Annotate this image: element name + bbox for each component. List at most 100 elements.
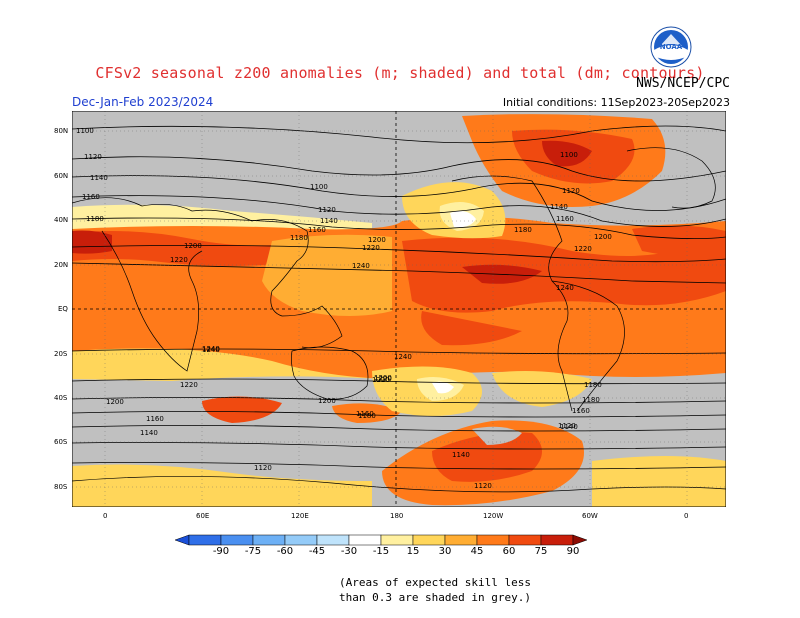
colorbar bbox=[175, 534, 588, 546]
contour-label: 1160 bbox=[572, 407, 590, 415]
contour-label: 1240 bbox=[202, 346, 220, 354]
contour-label: 1160 bbox=[556, 215, 574, 223]
lat-label: 40N bbox=[54, 216, 69, 224]
initial-conditions-label: Initial conditions: 11Sep2023-20Sep2023 bbox=[502, 96, 730, 109]
colorbar-segment bbox=[508, 534, 542, 546]
colorbar-arrow-low bbox=[175, 534, 190, 546]
contour-label: 1220 bbox=[362, 244, 380, 252]
contour-label: 1220 bbox=[372, 376, 390, 384]
anomaly-region bbox=[450, 211, 476, 228]
contour-label: 1180 bbox=[582, 396, 600, 404]
colorbar-tick-label: -60 bbox=[276, 546, 294, 557]
colorbar-tick-label: -90 bbox=[212, 546, 230, 557]
colorbar-segment bbox=[412, 534, 446, 546]
graticule bbox=[72, 111, 726, 507]
colorbar-segment bbox=[220, 534, 254, 546]
anomaly-region bbox=[332, 403, 402, 423]
contour-label: 1120 bbox=[318, 206, 336, 214]
contour-label: 1180 bbox=[358, 412, 376, 420]
colorbar-segment bbox=[476, 534, 510, 546]
contour-label: 1120 bbox=[84, 153, 102, 161]
contour-label: 1140 bbox=[452, 451, 470, 459]
lon-label: 60E bbox=[196, 512, 210, 520]
colorbar-tick-label: -15 bbox=[372, 546, 390, 557]
contour-label: 1120 bbox=[558, 422, 576, 430]
contour-label: 1120 bbox=[254, 464, 272, 472]
colorbar-segment bbox=[284, 534, 318, 546]
lon-label: 0 bbox=[684, 512, 689, 520]
lat-label: 20N bbox=[54, 261, 69, 269]
noaa-logo: NOAA bbox=[650, 26, 692, 68]
anomaly-region bbox=[432, 381, 454, 394]
contour-label: 1160 bbox=[308, 226, 326, 234]
contour-label: 1140 bbox=[140, 429, 158, 437]
footnote-line-2: than 0.3 are shaded in grey.) bbox=[338, 591, 532, 604]
lat-label: 60N bbox=[54, 172, 69, 180]
contour-label: 1140 bbox=[90, 174, 108, 182]
lat-label: 80S bbox=[54, 483, 68, 491]
contour-label: 1100 bbox=[560, 151, 578, 159]
lat-label: 20S bbox=[54, 350, 68, 358]
colorbar-segment bbox=[444, 534, 478, 546]
reference-lines bbox=[72, 111, 726, 507]
colorbar-segment bbox=[380, 534, 414, 546]
colorbar-segment bbox=[316, 534, 350, 546]
colorbar-tick-label: 30 bbox=[438, 546, 452, 557]
anomaly-region bbox=[72, 464, 372, 507]
contour-label: 1240 bbox=[556, 284, 574, 292]
contour-label: 1180 bbox=[514, 226, 532, 234]
contour-labels: 1100 1120 1140 1160 1180 1200 1220 1240 … bbox=[76, 127, 612, 490]
colorbar-segment bbox=[188, 534, 222, 546]
contour-label: 1180 bbox=[290, 234, 308, 242]
lon-label: 120W bbox=[483, 512, 504, 520]
anomaly-region bbox=[72, 230, 112, 254]
anomaly-region bbox=[542, 140, 592, 167]
colorbar-segment bbox=[348, 534, 382, 546]
contour-label: 1120 bbox=[562, 187, 580, 195]
lat-label: 60S bbox=[54, 438, 68, 446]
colorbar-tick-label: -75 bbox=[244, 546, 262, 557]
contour-label: 1140 bbox=[320, 217, 338, 225]
lat-label: EQ bbox=[58, 305, 68, 313]
contour-label: 1120 bbox=[474, 482, 492, 490]
contour-label: 1240 bbox=[202, 345, 220, 353]
anomaly-region bbox=[402, 237, 726, 313]
contour-label: 1220 bbox=[170, 256, 188, 264]
agency-label: NWS/NCEP/CPC bbox=[636, 76, 730, 91]
colorbar-tick-label: 15 bbox=[406, 546, 420, 557]
contour-label: 1200 bbox=[368, 236, 386, 244]
contour-label: 1160 bbox=[82, 193, 100, 201]
anomaly-region bbox=[202, 396, 282, 423]
anomaly-region bbox=[432, 432, 542, 482]
colorbar-tick-label: 75 bbox=[534, 546, 548, 557]
lat-label: 40S bbox=[54, 394, 68, 402]
anomaly-region bbox=[632, 225, 726, 261]
contour-label: 1160 bbox=[356, 410, 374, 418]
contour-label: 1240 bbox=[352, 262, 370, 270]
contour-label: 1200 bbox=[374, 374, 392, 382]
colorbar-arrow-high bbox=[572, 534, 588, 546]
lon-label: 0 bbox=[103, 512, 108, 520]
colorbar-segment bbox=[252, 534, 286, 546]
contour-label: 1200 bbox=[318, 397, 336, 405]
colorbar-tick-label: 90 bbox=[566, 546, 580, 557]
colorbar-tick-label: 45 bbox=[470, 546, 484, 557]
skill-footnote: (Areas of expected skill less than 0.3 a… bbox=[330, 575, 540, 605]
contour-label: 1140 bbox=[550, 203, 568, 211]
anomaly-region bbox=[262, 234, 392, 316]
anomaly-map: 1100 1120 1140 1160 1180 1200 1220 1240 … bbox=[72, 111, 726, 507]
height-contours bbox=[72, 125, 726, 470]
contour-label: 1100 bbox=[310, 183, 328, 191]
anomaly-region bbox=[421, 311, 522, 346]
contour-label: 1100 bbox=[76, 127, 94, 135]
season-label: Dec-Jan-Feb 2023/2024 bbox=[72, 95, 214, 109]
contour-label: 1220 bbox=[180, 381, 198, 389]
svg-text:NOAA: NOAA bbox=[660, 43, 683, 51]
contour-label: 1180 bbox=[584, 381, 602, 389]
lon-label: 60W bbox=[582, 512, 598, 520]
figure-title: CFSv2 seasonal z200 anomalies (m; shaded… bbox=[95, 64, 705, 82]
contour-label: 1180 bbox=[86, 215, 104, 223]
contour-label: 1200 bbox=[106, 398, 124, 406]
anomaly-region bbox=[72, 231, 302, 266]
footnote-line-1: (Areas of expected skill less bbox=[338, 576, 532, 589]
